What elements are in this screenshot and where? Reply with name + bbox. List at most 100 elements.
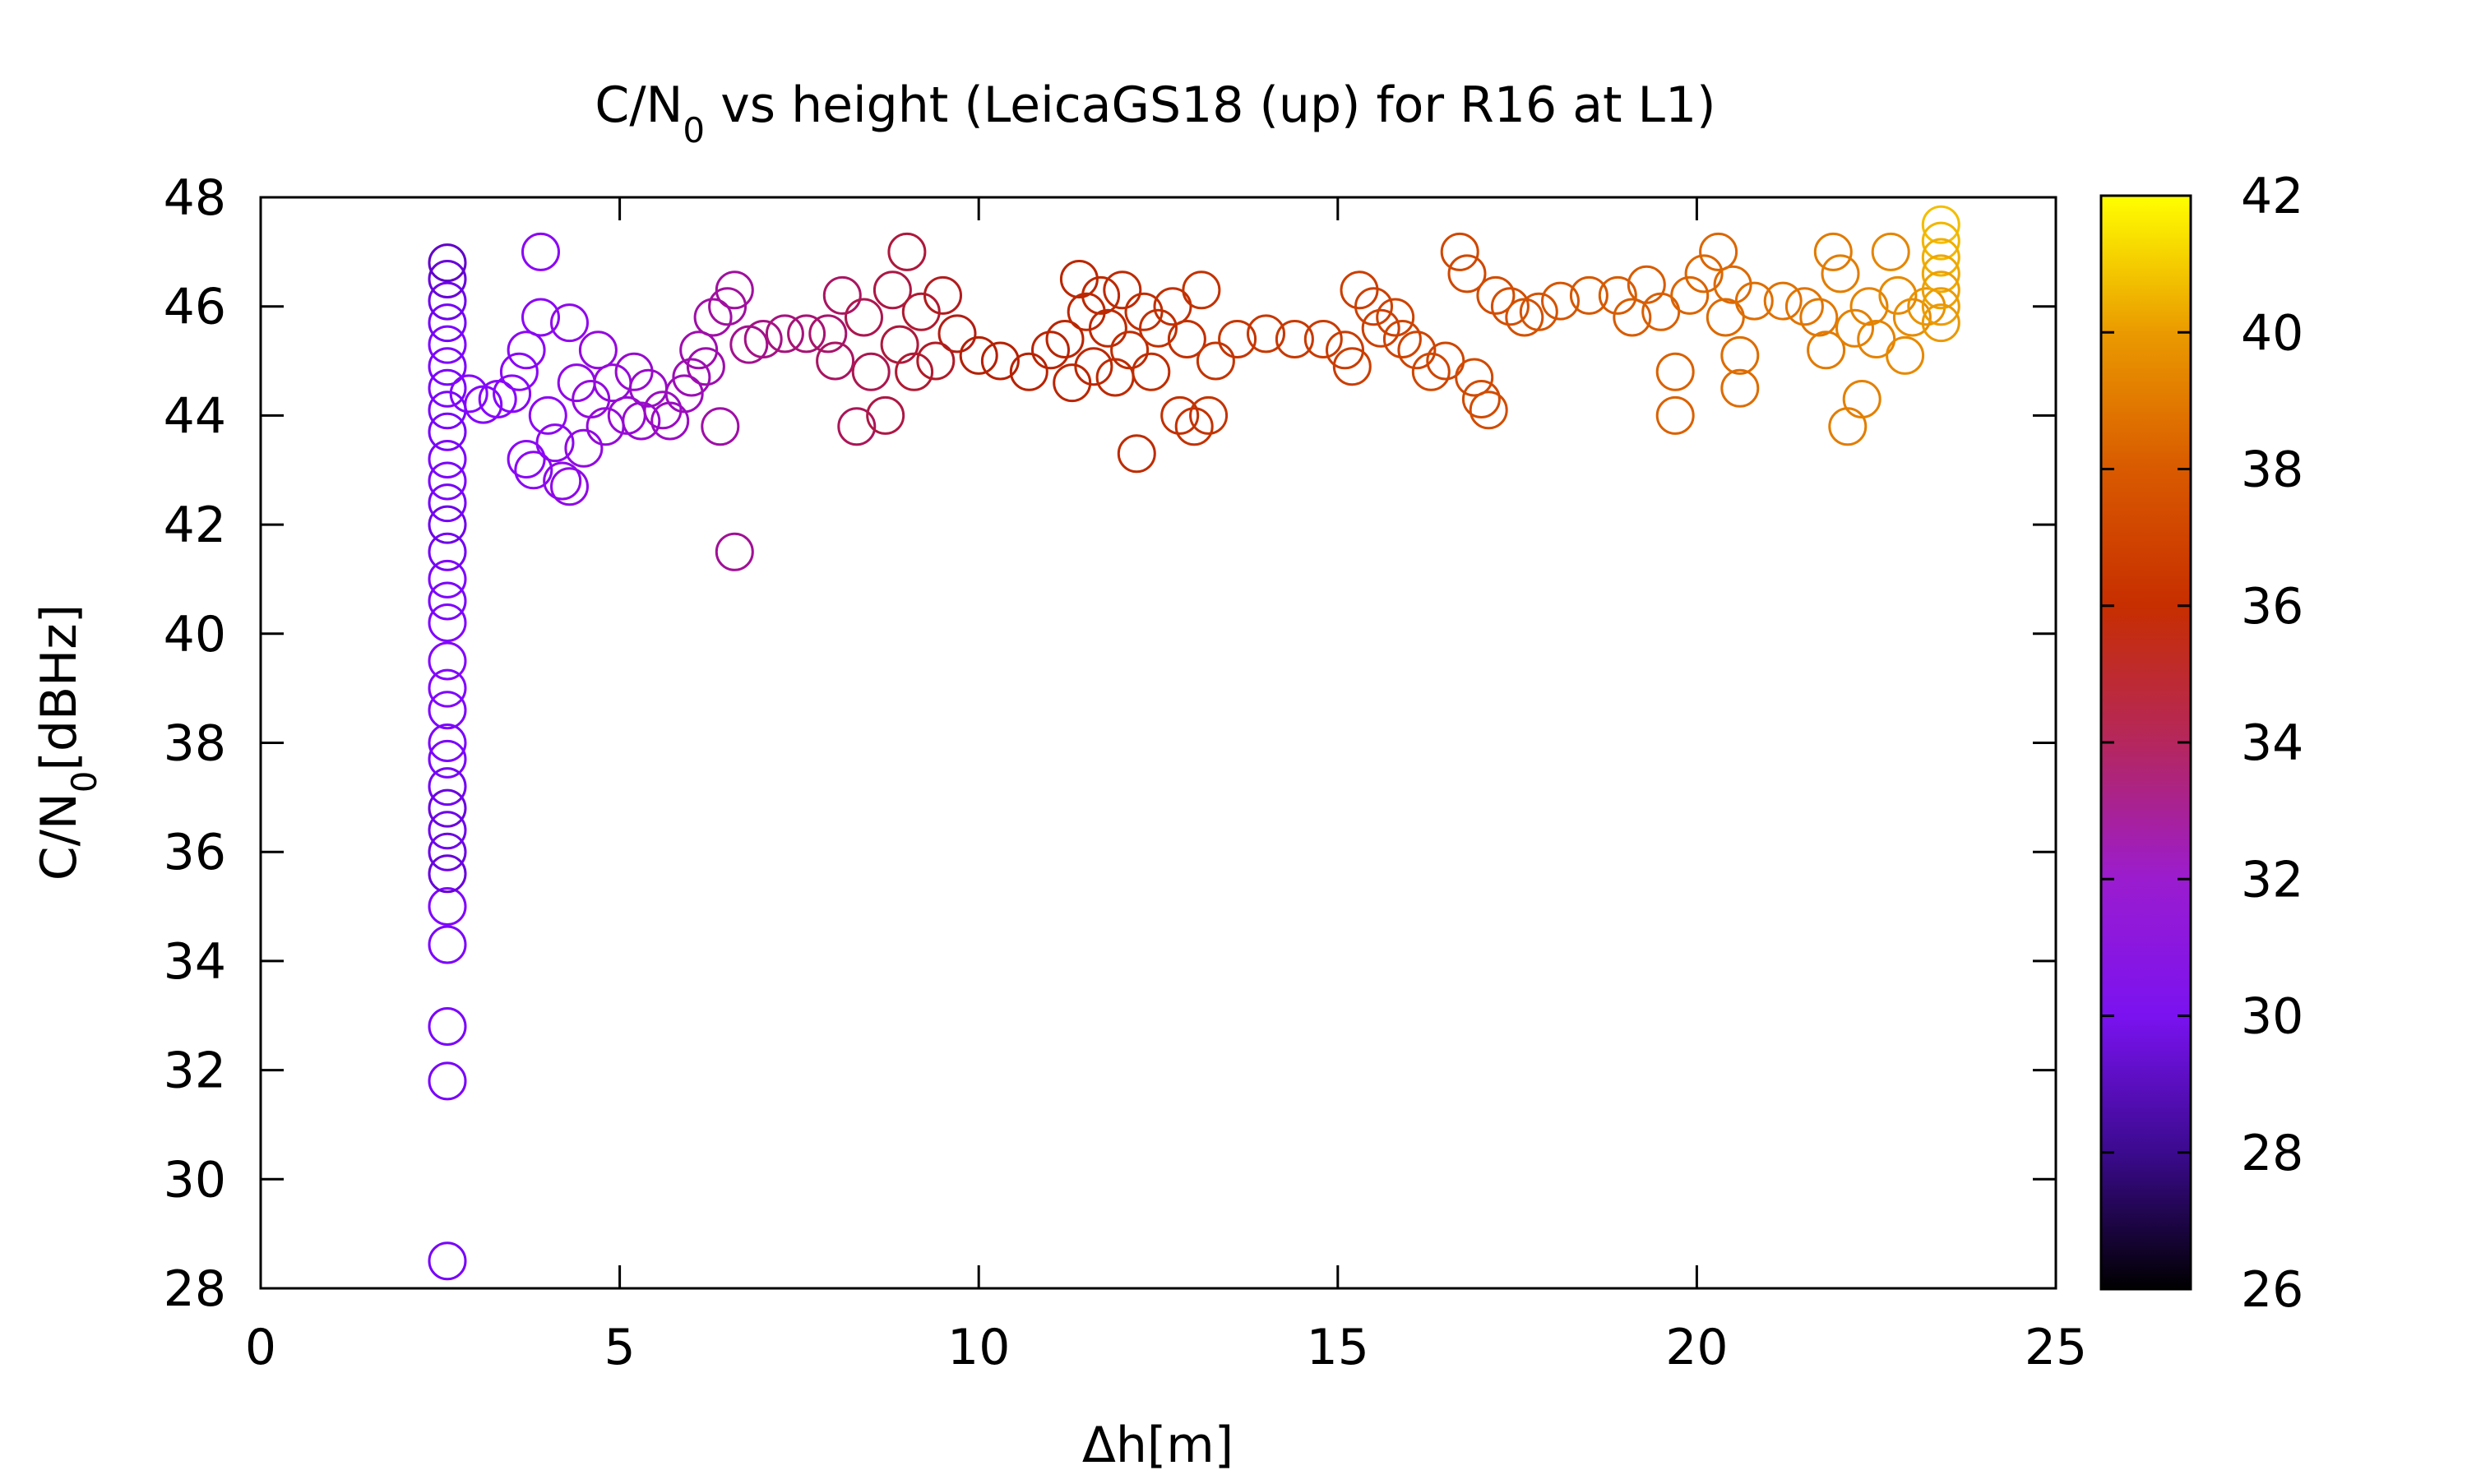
x-tick-label: 15 <box>1307 1319 1369 1376</box>
scatter-point <box>507 440 546 478</box>
scatter-point <box>901 292 941 331</box>
scatter-point <box>937 314 977 354</box>
scatter-point <box>1490 287 1530 326</box>
scatter-point <box>1081 275 1121 315</box>
y-axis-title-main: C/N <box>30 793 88 881</box>
scatter-point <box>428 532 467 571</box>
scatter-point <box>1088 308 1127 348</box>
y-tick-label: 30 <box>164 1151 226 1209</box>
x-axis-title: Δh[m] <box>1082 1417 1234 1474</box>
x-tick-label: 10 <box>947 1319 1010 1376</box>
scatter-point <box>428 832 467 871</box>
y-tick-label: 36 <box>164 824 226 881</box>
scatter-point <box>1813 232 1853 271</box>
scatter-point <box>428 440 467 478</box>
scatter-point <box>1627 265 1666 304</box>
scatter-point <box>1541 281 1580 321</box>
scatter-point <box>845 298 883 337</box>
scatter-point <box>1303 320 1343 358</box>
scatter-point <box>1921 205 1960 244</box>
colorbar-tick-label: 32 <box>2241 851 2303 908</box>
y-tick-label: 34 <box>164 933 226 991</box>
scatter-point <box>1067 292 1106 331</box>
scatter-point <box>428 1007 467 1046</box>
scatter-point <box>428 483 467 523</box>
scatter-point <box>822 275 862 315</box>
scatter-point <box>715 532 754 571</box>
scatter-point <box>1519 292 1558 331</box>
y-tick-label: 40 <box>164 606 226 663</box>
scatter-point <box>1670 275 1710 315</box>
scatter-point <box>837 407 877 446</box>
scatter-point <box>1059 260 1099 298</box>
scatter-point <box>1376 298 1415 337</box>
scatter-point <box>1340 270 1379 310</box>
scatter-point <box>550 303 589 343</box>
scatter-point <box>1613 298 1652 337</box>
scatter-point <box>650 401 690 441</box>
colorbar-tick-label: 42 <box>2241 168 2303 225</box>
scatter-point <box>1476 275 1516 315</box>
scatter-point <box>1684 254 1724 294</box>
scatter-point <box>428 581 467 621</box>
scatter-point <box>1426 341 1465 381</box>
scatter-point <box>1247 314 1285 354</box>
scatter-point <box>916 341 956 381</box>
scatter-point <box>816 341 855 381</box>
scatter-point <box>1103 270 1142 310</box>
scatter-point <box>428 691 467 730</box>
scatter-point <box>1734 281 1774 321</box>
scatter-point <box>428 505 467 544</box>
scatter-point <box>1720 368 1760 408</box>
scatter-point <box>1411 352 1451 391</box>
scatter-point <box>1397 331 1437 370</box>
scatter-point <box>1009 352 1048 391</box>
scatter-point <box>428 724 467 762</box>
scatter-point <box>701 407 740 446</box>
scatter-point <box>428 559 467 599</box>
scatter-point <box>1921 254 1960 294</box>
scatter-point <box>1153 287 1192 326</box>
scatter-point <box>428 325 467 364</box>
scatter-point <box>808 314 848 354</box>
scatter-point <box>428 243 467 283</box>
y-tick-label: 48 <box>164 169 226 227</box>
scatter-point <box>1828 407 1868 446</box>
scatter-point <box>1117 434 1156 474</box>
scatter-point <box>1167 320 1206 358</box>
scatter-point <box>715 270 754 310</box>
y-tick-label: 44 <box>164 387 226 445</box>
colorbar-tick-label: 30 <box>2241 988 2303 1046</box>
colorbar-tick-label: 26 <box>2241 1261 2303 1319</box>
scatter-point <box>1569 275 1608 315</box>
scatter-point <box>679 331 719 370</box>
x-tick-label: 0 <box>245 1319 276 1376</box>
scatter-point <box>887 232 927 271</box>
scatter-point <box>959 335 998 375</box>
scatter-point <box>514 451 553 490</box>
scatter-point <box>1921 303 1960 343</box>
scatter-point <box>1807 331 1846 370</box>
scatter-point <box>428 412 467 451</box>
scatter-point <box>428 739 467 779</box>
scatter-point <box>1857 320 1896 358</box>
scatter-point <box>1189 395 1229 435</box>
x-tick-label: 20 <box>1665 1319 1728 1376</box>
colorbar <box>2099 194 2192 1291</box>
y-tick-label: 42 <box>164 497 226 554</box>
scatter-point <box>895 352 934 391</box>
scatter-point <box>428 854 467 894</box>
scatter-point <box>528 395 567 435</box>
chart-title-rest: vs height (LeicaGS18 (up) for R16 at L1) <box>705 76 1715 134</box>
scatter-point <box>557 363 596 403</box>
scatter-point <box>1784 287 1824 326</box>
scatter-point <box>428 668 467 708</box>
x-tick-label: 25 <box>2025 1319 2087 1376</box>
scatter-point <box>449 374 488 414</box>
scatter-point <box>586 407 625 446</box>
chart-title-subscript: 0 <box>683 110 705 150</box>
colorbar-tick-label: 28 <box>2241 1125 2303 1182</box>
scatter-point <box>643 391 683 430</box>
scatter-point <box>1110 331 1150 370</box>
